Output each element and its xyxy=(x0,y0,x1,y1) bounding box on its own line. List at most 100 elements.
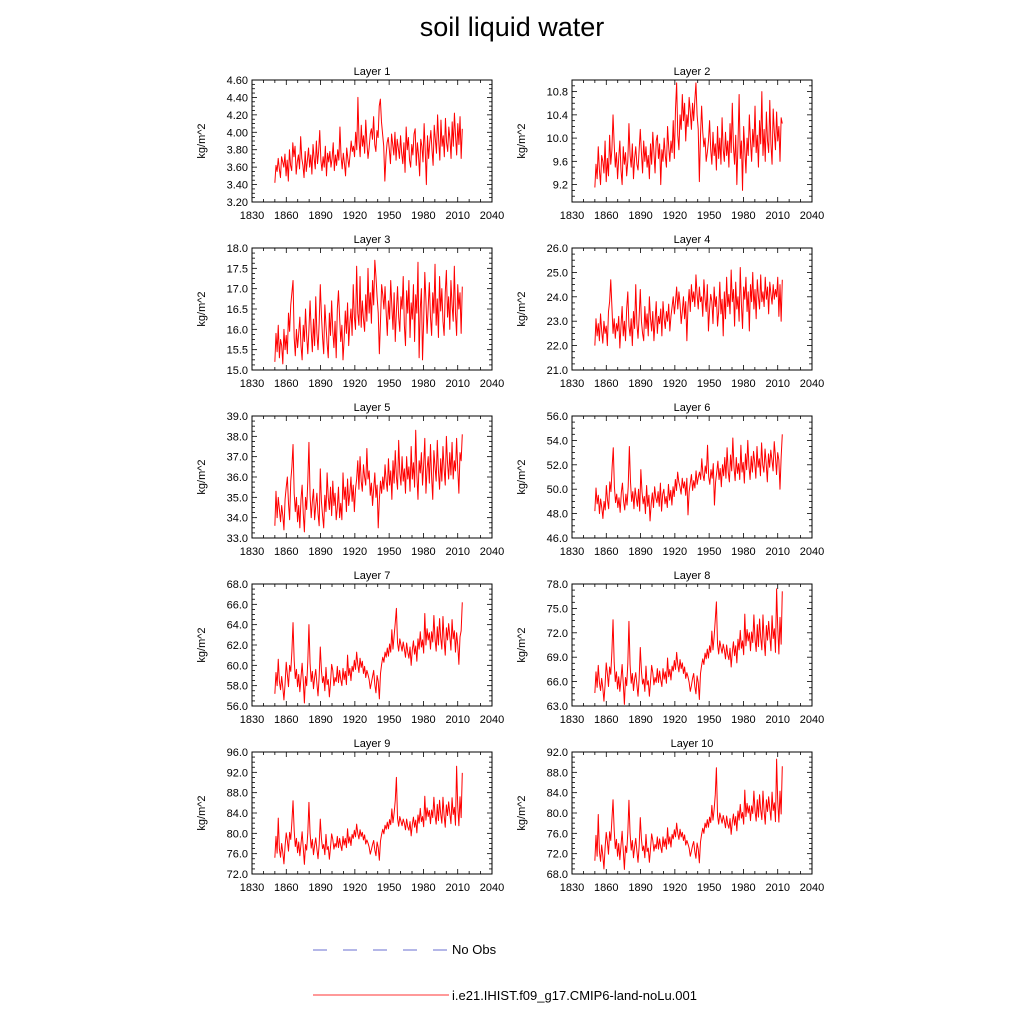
y-tick-label: 10.4 xyxy=(547,110,568,122)
x-tick-label: 1860 xyxy=(274,714,298,726)
panel-title: Layer 7 xyxy=(354,570,391,582)
y-tick-label: 3.40 xyxy=(227,180,248,192)
series-line xyxy=(594,82,783,191)
x-tick-label: 1980 xyxy=(411,882,435,894)
series-line xyxy=(274,602,463,704)
y-tick-label: 50.0 xyxy=(547,484,568,496)
y-tick-label: 75.0 xyxy=(547,603,568,615)
y-tick-label: 3.80 xyxy=(227,145,248,157)
x-tick-label: 1920 xyxy=(663,882,687,894)
y-tick-label: 4.60 xyxy=(227,75,248,87)
x-tick-label: 1860 xyxy=(594,546,618,558)
y-tick-label: 76.0 xyxy=(547,828,568,840)
panel-layer-5: Layer 5 1830 1860 1890 1920 1950 1980 2010 2040 3… xyxy=(196,402,504,558)
y-tick-label: 63.0 xyxy=(547,701,568,713)
series-line xyxy=(594,267,783,349)
y-tick-label: 39.0 xyxy=(227,411,248,423)
x-tick-label: 1860 xyxy=(274,882,298,894)
panel-title: Layer 5 xyxy=(354,402,391,414)
y-tick-label: 84.0 xyxy=(547,788,568,800)
series-line xyxy=(274,96,463,186)
y-tick-label: 35.0 xyxy=(227,492,248,504)
y-tick-label: 54.0 xyxy=(547,435,568,447)
x-tick-label: 1830 xyxy=(560,714,584,726)
x-tick-label: 1980 xyxy=(731,714,755,726)
x-tick-label: 2010 xyxy=(765,210,789,222)
panel-frame xyxy=(571,751,813,875)
y-tick-label: 4.40 xyxy=(227,92,248,104)
legend-label-no-obs: No Obs xyxy=(452,942,497,957)
x-tick-label: 1950 xyxy=(377,546,401,558)
x-tick-label: 1950 xyxy=(697,714,721,726)
y-tick-label: 9.6 xyxy=(553,156,568,168)
series-line xyxy=(274,429,463,533)
series-line xyxy=(594,434,783,522)
y-axis-label: kg/m^2 xyxy=(196,627,208,662)
y-tick-label: 10.8 xyxy=(547,87,568,99)
y-tick-label: 66.0 xyxy=(547,677,568,689)
x-tick-label: 1980 xyxy=(731,882,755,894)
panel-frame xyxy=(571,79,813,203)
y-tick-label: 16.0 xyxy=(227,324,248,336)
panel-frame xyxy=(571,415,813,539)
y-tick-label: 18.0 xyxy=(227,243,248,255)
x-tick-label: 1860 xyxy=(594,882,618,894)
x-tick-label: 2010 xyxy=(445,546,469,558)
panel-title: Layer 10 xyxy=(671,738,714,750)
panel-frame xyxy=(571,247,813,371)
panel-title: Layer 1 xyxy=(354,66,391,78)
x-tick-label: 1830 xyxy=(240,714,264,726)
y-tick-label: 46.0 xyxy=(547,533,568,545)
y-tick-label: 3.20 xyxy=(227,197,248,209)
series-line xyxy=(274,765,463,865)
x-tick-label: 1920 xyxy=(343,546,367,558)
panel-title: Layer 2 xyxy=(674,66,711,78)
x-tick-label: 1830 xyxy=(240,210,264,222)
series-line xyxy=(594,758,783,870)
x-tick-label: 1950 xyxy=(377,210,401,222)
x-tick-label: 1890 xyxy=(308,546,332,558)
y-tick-label: 88.0 xyxy=(227,788,248,800)
x-tick-label: 1980 xyxy=(731,210,755,222)
x-tick-label: 1890 xyxy=(628,210,652,222)
y-tick-label: 78.0 xyxy=(547,579,568,591)
x-tick-label: 1860 xyxy=(594,210,618,222)
y-axis-label: kg/m^2 xyxy=(196,459,208,494)
panel-layer-9: Layer 9 1830 1860 1890 1920 1950 1980 2010 2040 7… xyxy=(196,738,504,894)
panel-frame xyxy=(251,415,493,539)
x-tick-label: 1980 xyxy=(411,210,435,222)
x-tick-label: 2010 xyxy=(445,714,469,726)
x-tick-label: 1950 xyxy=(697,378,721,390)
y-tick-label: 21.0 xyxy=(547,365,568,377)
x-tick-label: 2010 xyxy=(445,210,469,222)
y-tick-label: 76.0 xyxy=(227,849,248,861)
y-tick-label: 48.0 xyxy=(547,509,568,521)
y-axis-label: kg/m^2 xyxy=(196,291,208,326)
x-tick-label: 1830 xyxy=(560,882,584,894)
y-tick-label: 72.0 xyxy=(547,628,568,640)
x-tick-label: 2040 xyxy=(480,882,504,894)
x-tick-label: 2010 xyxy=(445,378,469,390)
x-tick-label: 2010 xyxy=(765,714,789,726)
x-tick-label: 2040 xyxy=(800,378,824,390)
y-axis-label: kg/m^2 xyxy=(516,627,528,662)
y-tick-label: 22.0 xyxy=(547,341,568,353)
panel-layer-1: Layer 1 1830 1860 1890 1920 1950 1980 2010 2040 3… xyxy=(196,66,504,222)
x-tick-label: 1830 xyxy=(560,378,584,390)
x-tick-label: 2010 xyxy=(765,378,789,390)
panel-layer-6: Layer 6 1830 1860 1890 1920 1950 1980 2010 2040 4… xyxy=(516,402,824,558)
y-axis-label: kg/m^2 xyxy=(516,795,528,830)
x-tick-label: 1950 xyxy=(697,546,721,558)
x-tick-label: 1920 xyxy=(663,714,687,726)
y-tick-label: 69.0 xyxy=(547,652,568,664)
x-tick-label: 1860 xyxy=(274,546,298,558)
x-tick-label: 1890 xyxy=(308,378,332,390)
y-tick-label: 9.2 xyxy=(553,180,568,192)
y-tick-label: 84.0 xyxy=(227,808,248,820)
y-tick-label: 23.0 xyxy=(547,316,568,328)
y-tick-label: 92.0 xyxy=(547,747,568,759)
y-tick-label: 68.0 xyxy=(227,579,248,591)
x-tick-label: 1950 xyxy=(697,210,721,222)
x-tick-label: 2010 xyxy=(765,546,789,558)
